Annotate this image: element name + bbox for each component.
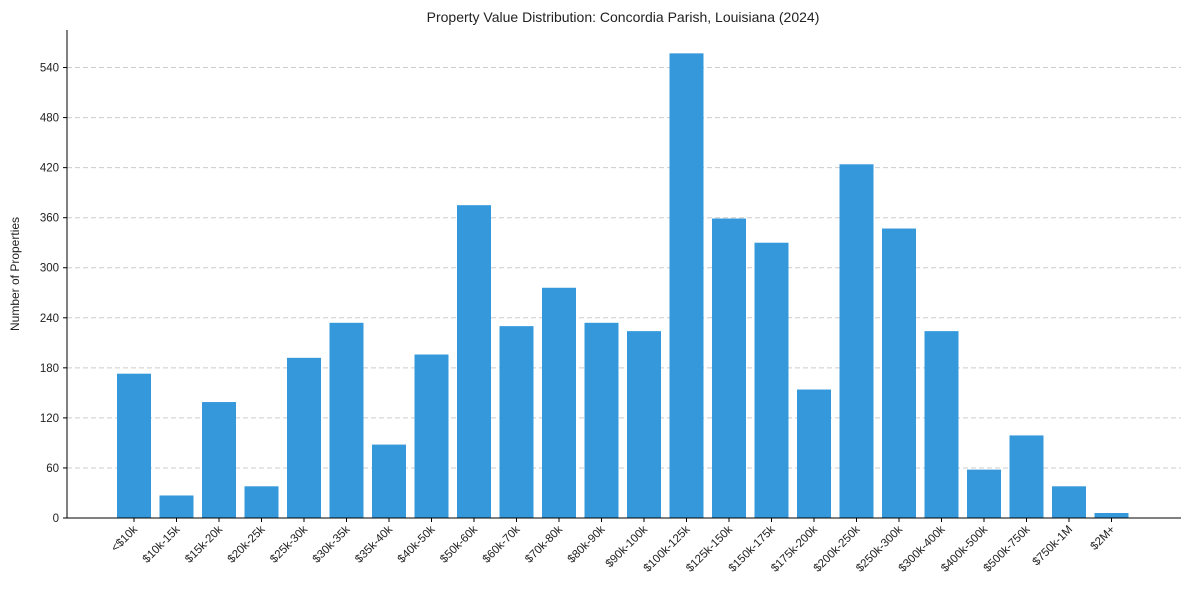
bar [372,445,406,518]
bar [245,486,279,518]
y-tick-label: 420 [40,163,59,175]
x-tick-label: $20k-25k [226,523,268,565]
bar [542,288,576,518]
y-tick-label: 240 [40,313,59,325]
x-tick-label: $50k-60k [438,523,480,565]
bars [117,53,1129,518]
bar [670,53,704,518]
bar [627,331,661,518]
x-tick-label: $750k-1M [1030,524,1075,569]
x-tick-label: $70k-80k [523,523,565,565]
x-tick-label: $35k-40k [353,523,395,565]
x-tick-label: $30k-35k [311,523,353,565]
y-tick-label: 540 [40,63,59,75]
x-tick-label: $60k-70k [481,523,523,565]
y-axis-label: Number of Properties [8,217,22,331]
bar [330,323,364,518]
bar [1095,513,1129,518]
y-tick-label: 0 [53,513,59,525]
bar [585,323,619,518]
x-tick-label: <$10k [109,523,140,554]
bar [1052,486,1086,518]
bar [882,229,916,518]
x-tick-label: $40k-50k [396,523,438,565]
bar [415,354,449,518]
bar [457,205,491,518]
y-tick-label: 300 [40,263,59,275]
y-ticks: 0 60 120 180 240 300 360 420 480 540 [40,63,67,525]
bar [755,243,789,518]
bar [925,331,959,518]
y-tick-label: 480 [40,113,59,125]
y-tick-label: 360 [40,213,59,225]
bar [202,402,236,518]
x-tick-label: $2M+ [1089,523,1118,552]
x-ticks: <$10k$10k-15k$15k-20k$20k-25k$25k-30k$30… [109,518,1118,575]
y-tick-label: 120 [40,413,59,425]
chart-root: Property Value Distribution: Concordia P… [0,0,1189,590]
bar-chart: Property Value Distribution: Concordia P… [0,0,1189,590]
bar [1010,435,1044,518]
x-tick-label: $80k-90k [566,523,608,565]
bar [967,470,1001,518]
y-tick-label: 60 [46,463,59,475]
x-tick-label: $500k-750k [982,523,1033,574]
bar [500,326,534,518]
chart-title: Property Value Distribution: Concordia P… [427,9,820,25]
x-tick-label: $25k-30k [268,523,310,565]
bar [117,374,151,518]
bar [287,358,321,518]
bar [712,219,746,518]
x-tick-label: $10k-15k [141,523,183,565]
x-tick-label: $15k-20k [183,523,225,565]
bar [160,495,194,518]
bar [797,390,831,518]
bar [840,164,874,518]
y-tick-label: 180 [40,363,59,375]
